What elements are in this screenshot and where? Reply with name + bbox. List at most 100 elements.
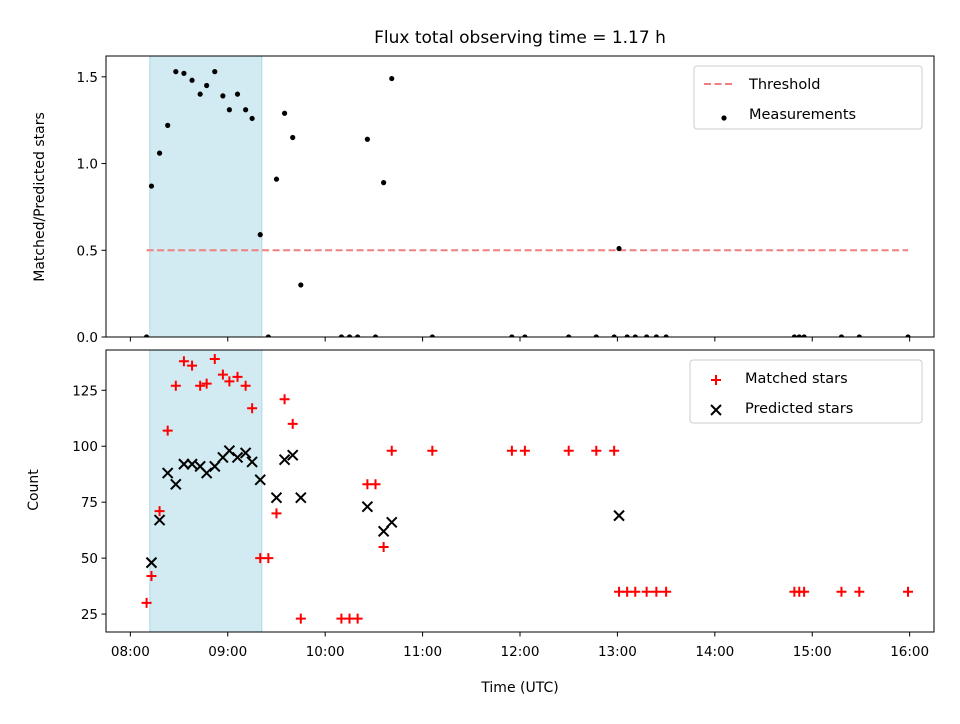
measurement-point — [663, 334, 669, 337]
count-y-tick-label: 25 — [81, 607, 98, 623]
legend-matched-stars-handle — [711, 375, 721, 385]
matched-stars-point — [178, 356, 189, 367]
measurement-point — [801, 334, 807, 337]
legend-predicted-stars-handle — [710, 404, 722, 416]
predicted-stars-point — [377, 525, 390, 537]
ratio-y-tick-label: 0.5 — [77, 243, 98, 259]
count-y-axis-label: Count — [26, 469, 42, 511]
matched-stars-point — [154, 506, 165, 517]
matched-stars-point — [187, 360, 198, 371]
measurement-point — [644, 334, 650, 337]
predicted-stars-point — [186, 458, 198, 470]
x-tick-label: 10:00 — [306, 644, 345, 660]
predicted-stars-point — [178, 458, 190, 470]
matched-stars-point — [263, 553, 274, 564]
measurement-point — [389, 75, 395, 82]
predicted-stars-point — [361, 500, 374, 513]
measurement-point — [257, 232, 263, 238]
measurement-point — [611, 334, 617, 337]
measurement-point — [197, 91, 203, 97]
measurement-point — [173, 69, 179, 75]
measurement-point — [220, 93, 226, 99]
measurement-point — [265, 334, 271, 337]
x-axis-label: Time (UTC) — [480, 680, 558, 696]
measurement-point — [346, 334, 353, 337]
matched-stars-point — [563, 445, 574, 456]
count-legend: Matched stars Predicted stars — [689, 359, 923, 424]
matched-stars-point — [240, 380, 251, 391]
count-series-1 — [141, 353, 914, 624]
matched-stars-point — [609, 445, 620, 456]
matched-stars-point — [209, 353, 220, 364]
count-y-tick-label: 75 — [81, 495, 98, 511]
matched-stars-point — [799, 586, 810, 597]
predicted-stars-point — [153, 514, 166, 526]
matched-stars-point — [661, 586, 672, 597]
count-legend-label: Predicted stars — [745, 401, 853, 417]
predicted-stars-point — [246, 456, 258, 468]
measurement-point — [338, 334, 345, 337]
matched-stars-point — [195, 380, 206, 391]
count-y-tick-label: 125 — [72, 383, 98, 399]
predicted-stars-point — [254, 474, 266, 486]
predicted-stars-point — [278, 453, 291, 466]
measurement-point — [593, 334, 599, 337]
ratio-plot-area — [143, 56, 911, 337]
count-y-tick-label: 100 — [72, 439, 98, 455]
predicted-stars-point — [295, 492, 307, 504]
count-shaded-interval — [149, 350, 263, 632]
count-legend-label: Matched stars — [745, 371, 848, 387]
predicted-stars-point — [209, 460, 221, 473]
matched-stars-point — [146, 571, 157, 582]
measurement-point — [355, 334, 361, 337]
x-tick-label: 14:00 — [695, 644, 734, 660]
matched-stars-point — [224, 376, 235, 387]
matched-stars-point — [271, 508, 282, 519]
predicted-stars-point — [231, 451, 244, 464]
measurement-point — [181, 70, 187, 76]
x-tick-label: 08:00 — [111, 644, 150, 660]
measurement-point — [796, 334, 802, 337]
measurement-point — [290, 134, 296, 141]
matched-stars-point — [386, 445, 397, 456]
measurement-point — [522, 334, 528, 337]
ratio-y-tick-label: 1.0 — [77, 157, 98, 173]
predicted-stars-point — [170, 478, 182, 490]
measurement-point — [156, 150, 163, 156]
measurement-point — [905, 334, 911, 337]
x-tick-label: 09:00 — [208, 644, 247, 660]
ratio-y-axis-label: Matched/Predicted stars — [32, 112, 48, 282]
matched-stars-point — [247, 403, 258, 414]
matched-stars-point — [630, 586, 641, 597]
measurement-point — [372, 334, 379, 337]
matched-stars-point — [217, 369, 228, 380]
x-tick-label: 13:00 — [598, 644, 637, 660]
matched-stars-point — [427, 445, 438, 456]
measurement-point — [624, 334, 630, 337]
matched-stars-point — [641, 586, 652, 597]
measurement-point — [234, 91, 241, 97]
ratio-panel: 0.0 0.5 1.0 1.5 Threshold Measurements — [77, 55, 935, 346]
matched-stars-point — [836, 586, 847, 597]
measurement-point — [509, 334, 515, 337]
legend-measurements-handle — [721, 115, 727, 121]
predicted-stars-point — [270, 492, 283, 504]
measurement-point — [243, 107, 249, 113]
ratio-legend-box — [693, 65, 923, 130]
ratio-shaded-interval — [149, 56, 263, 337]
measurement-point — [632, 334, 638, 337]
matched-stars-point — [854, 586, 865, 597]
matched-stars-point — [903, 586, 914, 597]
x-tick-label: 16:00 — [890, 644, 929, 660]
measurement-point — [189, 77, 195, 83]
measurement-point — [204, 82, 210, 89]
ratio-legend-label: Threshold — [748, 77, 820, 93]
predicted-stars-point — [613, 509, 625, 522]
x-tick-label: 15:00 — [793, 644, 832, 660]
measurement-point — [381, 180, 387, 186]
predicted-stars-point — [286, 449, 299, 461]
measurement-point — [791, 334, 797, 337]
count-panel: 25 50 75 100 125 08:00 09:00 10:00 11:00 12:00 13:… — [72, 349, 935, 660]
measurement-point — [212, 69, 218, 75]
ratio-series-1 — [143, 69, 911, 337]
